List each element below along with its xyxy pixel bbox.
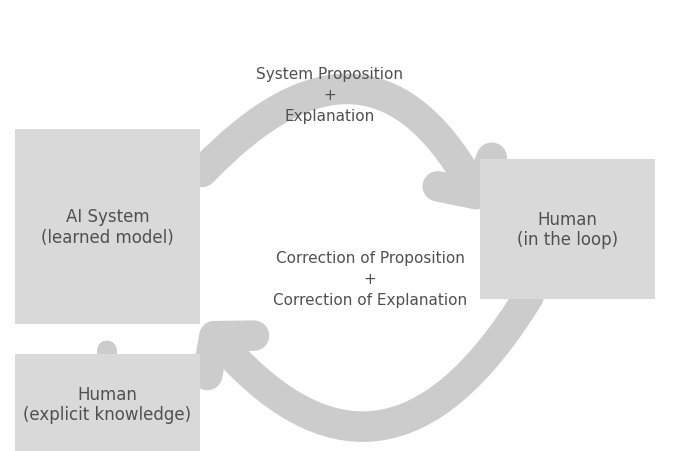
Text: Human
(in the loop): Human (in the loop)	[517, 210, 618, 249]
FancyBboxPatch shape	[15, 130, 200, 324]
FancyBboxPatch shape	[480, 160, 655, 299]
FancyArrowPatch shape	[208, 297, 529, 427]
FancyArrowPatch shape	[202, 90, 492, 195]
Text: System Proposition
+
Explanation: System Proposition + Explanation	[256, 66, 403, 123]
FancyBboxPatch shape	[15, 354, 200, 451]
Text: AI System
(learned model): AI System (learned model)	[41, 207, 174, 246]
Text: Correction of Proposition
+
Correction of Explanation: Correction of Proposition + Correction o…	[273, 251, 467, 308]
Text: Human
(explicit knowledge): Human (explicit knowledge)	[23, 385, 192, 423]
